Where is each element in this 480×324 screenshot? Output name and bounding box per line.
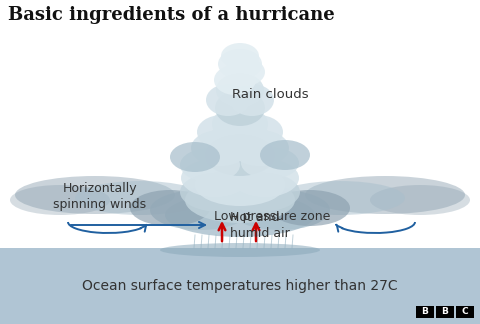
Ellipse shape (180, 148, 240, 182)
Ellipse shape (230, 190, 330, 230)
Ellipse shape (205, 134, 275, 176)
Ellipse shape (75, 181, 205, 215)
Ellipse shape (233, 115, 283, 149)
Ellipse shape (221, 43, 259, 69)
Ellipse shape (195, 164, 285, 206)
Ellipse shape (181, 159, 249, 197)
Ellipse shape (197, 115, 247, 149)
Ellipse shape (241, 147, 299, 179)
Ellipse shape (15, 176, 175, 214)
Text: B: B (421, 307, 429, 317)
Text: Hot and
humid air: Hot and humid air (230, 211, 290, 240)
Ellipse shape (191, 130, 249, 166)
Ellipse shape (216, 73, 264, 107)
Ellipse shape (370, 185, 470, 215)
Ellipse shape (180, 172, 260, 212)
Text: B: B (442, 307, 448, 317)
Ellipse shape (185, 177, 295, 223)
Ellipse shape (10, 185, 110, 215)
Bar (456, 306, 474, 318)
Ellipse shape (206, 84, 250, 116)
Text: Ocean surface temperatures higher than 27C: Ocean surface temperatures higher than 2… (82, 279, 398, 293)
Text: Low pressure zone: Low pressure zone (214, 210, 330, 223)
Ellipse shape (231, 130, 289, 166)
Ellipse shape (150, 190, 250, 230)
Ellipse shape (170, 142, 220, 172)
Ellipse shape (218, 49, 262, 79)
Bar (436, 306, 454, 318)
Ellipse shape (275, 181, 405, 215)
Ellipse shape (215, 90, 265, 126)
Ellipse shape (260, 140, 310, 170)
Ellipse shape (225, 58, 265, 86)
Text: Rain clouds: Rain clouds (232, 88, 308, 101)
Bar (0, 248, 480, 324)
Ellipse shape (214, 65, 256, 95)
Bar (416, 306, 434, 318)
Ellipse shape (270, 190, 350, 226)
Ellipse shape (230, 84, 274, 116)
Ellipse shape (220, 172, 300, 212)
Text: Horizontally
spinning winds: Horizontally spinning winds (53, 182, 146, 211)
Text: Basic ingredients of a hurricane: Basic ingredients of a hurricane (8, 6, 335, 24)
Ellipse shape (201, 150, 279, 190)
Ellipse shape (305, 176, 465, 214)
Text: C: C (462, 307, 468, 317)
Ellipse shape (212, 106, 268, 142)
Ellipse shape (160, 243, 320, 257)
Ellipse shape (165, 193, 315, 237)
Ellipse shape (208, 121, 272, 159)
Ellipse shape (130, 190, 210, 226)
Ellipse shape (231, 159, 299, 197)
